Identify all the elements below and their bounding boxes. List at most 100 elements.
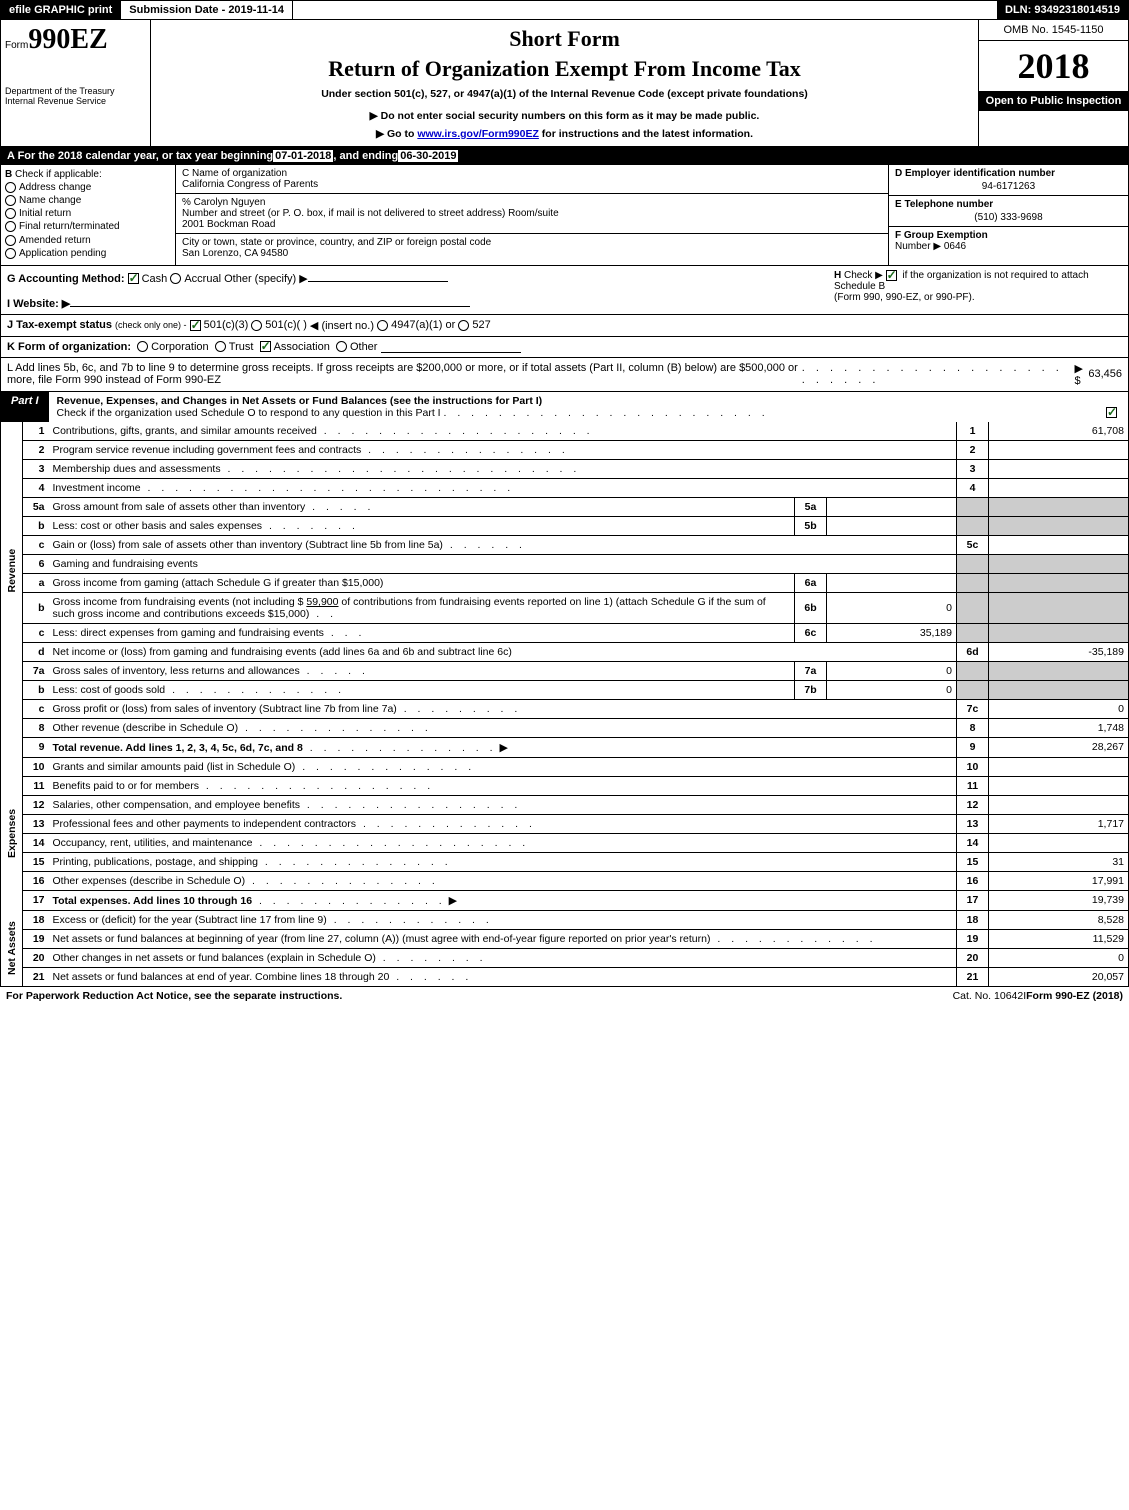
subtitle-goto: ▶ Go to www.irs.gov/Form990EZ for instru… — [157, 128, 972, 140]
part-1-label: Part I — [1, 392, 49, 422]
chk-cash[interactable] — [128, 273, 139, 284]
chk-association[interactable] — [260, 341, 271, 352]
f-number-value: 0646 — [944, 241, 966, 252]
line-a-tax-year: A For the 2018 calendar year, or tax yea… — [0, 147, 1129, 165]
line-a-mid: , and ending — [333, 150, 398, 162]
k-label: K Form of organization: — [7, 341, 131, 353]
inspection-badge: Open to Public Inspection — [979, 91, 1128, 111]
table-row: c Gain or (loss) from sale of assets oth… — [1, 535, 1129, 554]
form-number-block: Form990EZ Department of the Treasury Int… — [1, 20, 151, 146]
l-amount: 63,456 — [1088, 368, 1122, 380]
i-website-label: I Website: ▶ — [7, 298, 70, 310]
other-org-line — [381, 341, 521, 353]
d-ein-label: D Employer identification number — [895, 168, 1055, 179]
table-row: 7a Gross sales of inventory, less return… — [1, 661, 1129, 680]
line-num: 1 — [23, 422, 49, 441]
city-state-zip: San Lorenzo, CA 94580 — [182, 248, 882, 259]
city-label: City or town, state or province, country… — [182, 237, 882, 248]
arrow-icon: ▶ — [449, 895, 457, 907]
line-label: 1 — [957, 422, 989, 441]
circle-icon — [5, 235, 16, 246]
table-row: 8 Other revenue (describe in Schedule O)… — [1, 718, 1129, 737]
tax-year-begin: 07-01-2018 — [273, 150, 333, 162]
dots-icon: . . . . . . . . . . . . . . . . . . . . … — [444, 407, 769, 419]
chk-schedule-o[interactable] — [1106, 407, 1117, 418]
l-text: L Add lines 5b, 6c, and 7b to line 9 to … — [7, 362, 802, 386]
j-detail: (check only one) - — [115, 320, 187, 330]
table-row: 15 Printing, publications, postage, and … — [1, 852, 1129, 871]
chk-501c[interactable] — [251, 320, 262, 331]
row-k-form-org: K Form of organization: Corporation Trus… — [0, 337, 1129, 358]
h-check-text: Check ▶ — [844, 270, 883, 281]
line-a-pre: A For the 2018 calendar year, or tax yea… — [7, 150, 273, 162]
chk-501c3[interactable] — [190, 320, 201, 331]
row-l-gross-receipts: L Add lines 5b, 6c, and 7b to line 9 to … — [0, 358, 1129, 392]
catalog-number: Cat. No. 10642I — [953, 990, 1027, 1002]
chk-corporation[interactable] — [137, 341, 148, 352]
chk-trust[interactable] — [215, 341, 226, 352]
table-row: 20 Other changes in net assets or fund b… — [1, 948, 1129, 967]
table-row: 9 Total revenue. Add lines 1, 2, 3, 4, 5… — [1, 737, 1129, 757]
arrow-icon: ▶ — [499, 742, 507, 754]
submission-date: Submission Date - 2019-11-14 — [120, 1, 293, 19]
table-row: b Less: cost of goods sold . . . . . . .… — [1, 680, 1129, 699]
table-row: 16 Other expenses (describe in Schedule … — [1, 871, 1129, 890]
omb-number: OMB No. 1545-1150 — [979, 20, 1128, 41]
netassets-section-label: Net Assets — [1, 910, 23, 986]
table-row: Net Assets 18 Excess or (deficit) for th… — [1, 910, 1129, 929]
department-treasury: Department of the Treasury — [5, 86, 146, 96]
table-row: d Net income or (loss) from gaming and f… — [1, 642, 1129, 661]
form-prefix: Form — [5, 40, 28, 51]
row-g-h: G Accounting Method: Cash Accrual Other … — [0, 266, 1129, 315]
paperwork-notice: For Paperwork Reduction Act Notice, see … — [6, 990, 953, 1002]
chk-name-change[interactable]: Name change — [5, 195, 171, 206]
b-label: B — [5, 169, 12, 180]
col-c-org-info: C Name of organization California Congre… — [176, 165, 888, 265]
chk-schedule-b[interactable] — [886, 270, 897, 281]
chk-application-pending[interactable]: Application pending — [5, 248, 171, 259]
circle-icon — [5, 182, 16, 193]
table-row: c Less: direct expenses from gaming and … — [1, 623, 1129, 642]
table-row: 4 Investment income . . . . . . . . . . … — [1, 478, 1129, 497]
title-main: Return of Organization Exempt From Incom… — [157, 56, 972, 82]
part-1-header: Part I Revenue, Expenses, and Changes in… — [0, 392, 1129, 422]
table-row: 13 Professional fees and other payments … — [1, 814, 1129, 833]
top-bar: efile GRAPHIC print Submission Date - 20… — [0, 0, 1129, 20]
row-h-schedule-b: H Check ▶ if the organization is not req… — [828, 266, 1128, 314]
row-j-tax-exempt: J Tax-exempt status (check only one) - 5… — [0, 315, 1129, 337]
chk-amended-return[interactable]: Amended return — [5, 235, 171, 246]
f-group-label: F Group Exemption — [895, 230, 988, 241]
part-1-check-text: Check if the organization used Schedule … — [57, 407, 441, 419]
chk-address-change[interactable]: Address change — [5, 182, 171, 193]
table-row: 3 Membership dues and assessments . . . … — [1, 459, 1129, 478]
b-check-if: Check if applicable: — [15, 169, 102, 180]
circle-icon — [5, 221, 16, 232]
subtitle-section: Under section 501(c), 527, or 4947(a)(1)… — [157, 88, 972, 100]
circle-icon — [5, 208, 16, 219]
l-arrow: ▶ $ — [1074, 362, 1088, 387]
table-row: c Gross profit or (loss) from sales of i… — [1, 699, 1129, 718]
circle-icon — [5, 248, 16, 259]
efile-badge: efile GRAPHIC print — [1, 1, 120, 19]
chk-other-org[interactable] — [336, 341, 347, 352]
revenue-section-label: Revenue — [1, 422, 23, 719]
g-label: G Accounting Method: — [7, 273, 125, 285]
irs-link[interactable]: www.irs.gov/Form990EZ — [417, 128, 539, 140]
chk-initial-return[interactable]: Initial return — [5, 208, 171, 219]
tax-year-end: 06-30-2019 — [398, 150, 458, 162]
dln-number: DLN: 93492318014519 — [997, 1, 1128, 19]
chk-accrual[interactable] — [170, 273, 181, 284]
chk-final-return[interactable]: Final return/terminated — [5, 221, 171, 232]
street-label: Number and street (or P. O. box, if mail… — [182, 208, 882, 219]
form-number: 990EZ — [28, 24, 107, 55]
part-1-title: Revenue, Expenses, and Changes in Net As… — [49, 392, 1128, 422]
org-name: California Congress of Parents — [182, 179, 882, 190]
table-row: 12 Salaries, other compensation, and emp… — [1, 795, 1129, 814]
h-label: H — [834, 270, 841, 281]
chk-4947[interactable] — [377, 320, 388, 331]
title-block: Short Form Return of Organization Exempt… — [151, 20, 978, 146]
website-line — [70, 295, 470, 307]
goto-pre: ▶ Go to — [376, 128, 417, 140]
chk-527[interactable] — [458, 320, 469, 331]
table-row: 19 Net assets or fund balances at beginn… — [1, 929, 1129, 948]
